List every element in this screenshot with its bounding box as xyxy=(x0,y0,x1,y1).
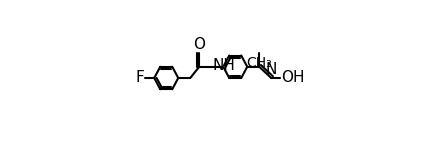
Text: CH₃: CH₃ xyxy=(246,56,272,70)
Text: O: O xyxy=(193,37,205,52)
Text: OH: OH xyxy=(282,70,305,86)
Text: N: N xyxy=(265,61,277,76)
Text: NH: NH xyxy=(212,58,235,73)
Text: F: F xyxy=(135,70,144,86)
